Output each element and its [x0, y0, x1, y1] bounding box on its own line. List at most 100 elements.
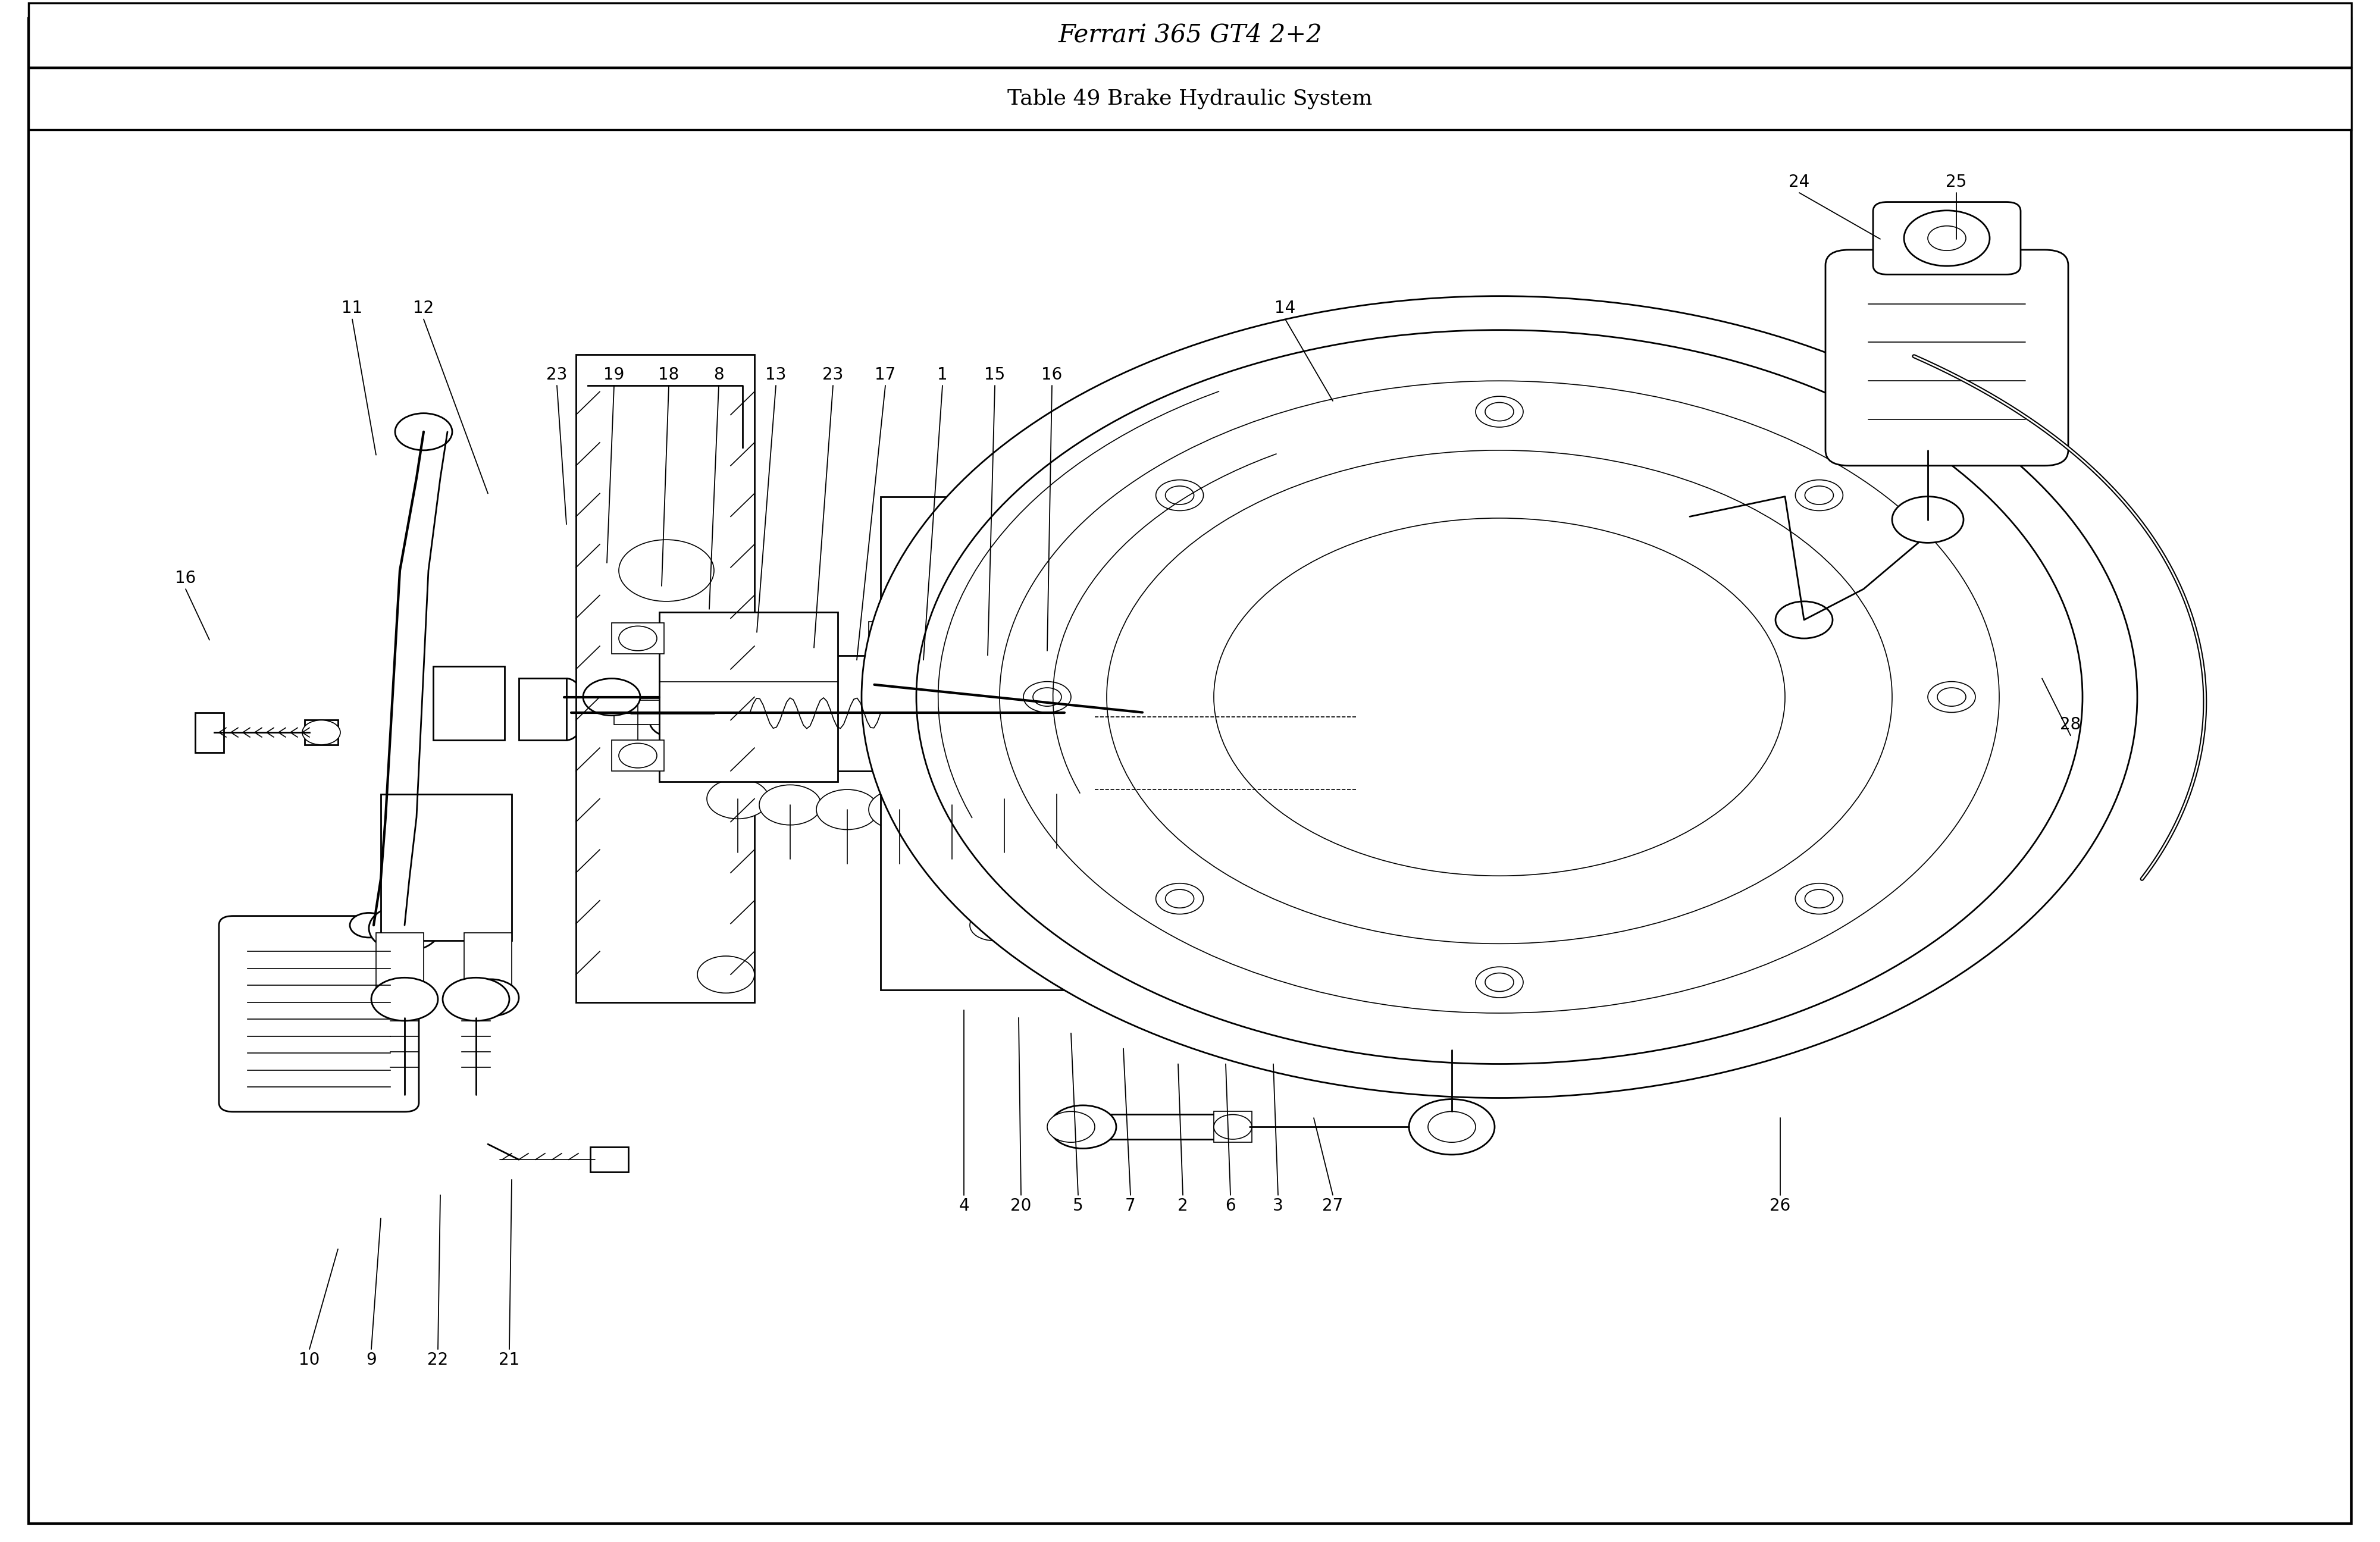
Bar: [659, 612, 838, 782]
Circle shape: [1485, 402, 1514, 421]
Text: Table 49 Brake Hydraulic System: Table 49 Brake Hydraulic System: [1007, 88, 1373, 109]
Circle shape: [869, 790, 931, 830]
Circle shape: [816, 790, 878, 830]
Circle shape: [1409, 1099, 1495, 1155]
Bar: [29, 68, 2351, 130]
Text: 24: 24: [1790, 174, 1809, 190]
Circle shape: [921, 785, 983, 825]
Text: 15: 15: [985, 367, 1004, 382]
Ellipse shape: [916, 330, 2082, 1064]
Text: 26: 26: [1771, 1198, 1790, 1214]
Circle shape: [462, 979, 519, 1016]
Circle shape: [971, 910, 1019, 941]
FancyBboxPatch shape: [1873, 202, 2021, 274]
Bar: [519, 678, 566, 740]
Bar: [433, 666, 505, 740]
Circle shape: [1795, 884, 1842, 914]
Circle shape: [1166, 486, 1195, 504]
Circle shape: [1033, 688, 1061, 706]
Text: 20: 20: [1012, 1198, 1031, 1214]
Bar: [1083, 1115, 1238, 1140]
Circle shape: [1023, 682, 1071, 712]
Bar: [376, 933, 424, 1002]
Bar: [638, 700, 671, 725]
Circle shape: [1047, 1112, 1095, 1143]
Ellipse shape: [1000, 381, 1999, 1013]
Circle shape: [1157, 480, 1204, 510]
Ellipse shape: [1107, 450, 1892, 944]
Circle shape: [707, 779, 769, 819]
Circle shape: [1157, 884, 1204, 914]
Bar: [576, 355, 754, 1002]
Text: 7: 7: [1126, 1198, 1135, 1214]
Circle shape: [876, 629, 904, 648]
Circle shape: [619, 540, 714, 601]
Text: 18: 18: [659, 367, 678, 382]
Circle shape: [1428, 1112, 1476, 1143]
Circle shape: [1775, 601, 1833, 638]
Circle shape: [1050, 1106, 1116, 1149]
Circle shape: [983, 629, 1012, 648]
Circle shape: [1214, 1115, 1252, 1140]
Circle shape: [971, 663, 1019, 694]
Circle shape: [619, 626, 657, 651]
Text: 6: 6: [1226, 1198, 1235, 1214]
Bar: [612, 623, 664, 654]
Circle shape: [1026, 774, 1088, 814]
Circle shape: [1476, 967, 1523, 998]
Circle shape: [1928, 227, 1966, 250]
Circle shape: [1804, 486, 1833, 504]
Bar: [638, 699, 709, 745]
FancyBboxPatch shape: [219, 916, 419, 1112]
Circle shape: [443, 978, 509, 1021]
FancyBboxPatch shape: [1825, 250, 2068, 466]
Text: 23: 23: [547, 367, 566, 382]
Bar: [612, 740, 664, 771]
Text: 19: 19: [605, 367, 624, 382]
Circle shape: [1476, 396, 1523, 427]
Text: 28: 28: [2061, 717, 2080, 732]
Bar: [881, 497, 1107, 990]
Circle shape: [619, 743, 657, 768]
Bar: [774, 621, 816, 655]
Text: 2: 2: [1178, 1198, 1188, 1214]
Bar: [976, 621, 1019, 655]
Text: 9: 9: [367, 1352, 376, 1368]
Circle shape: [1928, 682, 1975, 712]
Text: 17: 17: [876, 367, 895, 382]
Bar: [464, 933, 512, 1002]
Text: 25: 25: [1947, 174, 1966, 190]
Circle shape: [650, 706, 697, 737]
Circle shape: [302, 720, 340, 745]
Text: 10: 10: [300, 1352, 319, 1368]
Circle shape: [1795, 480, 1842, 510]
Text: 5: 5: [1073, 1198, 1083, 1214]
Text: 12: 12: [414, 301, 433, 316]
Circle shape: [1937, 688, 1966, 706]
Bar: [590, 1147, 628, 1172]
Text: 13: 13: [766, 367, 785, 382]
Circle shape: [1892, 497, 1963, 543]
Circle shape: [697, 956, 754, 993]
Bar: [614, 700, 647, 725]
Bar: [869, 621, 912, 655]
Circle shape: [1485, 973, 1514, 992]
Circle shape: [1804, 890, 1833, 908]
Text: Ferrari 365 GT4 2+2: Ferrari 365 GT4 2+2: [1059, 23, 1321, 48]
Bar: [29, 3, 2351, 66]
Text: 14: 14: [1276, 301, 1295, 316]
Text: 3: 3: [1273, 1198, 1283, 1214]
Ellipse shape: [1214, 518, 1785, 876]
Circle shape: [350, 913, 388, 938]
Circle shape: [395, 413, 452, 450]
Circle shape: [781, 629, 809, 648]
Text: 11: 11: [343, 301, 362, 316]
Circle shape: [371, 978, 438, 1021]
Circle shape: [759, 785, 821, 825]
Text: 22: 22: [428, 1352, 447, 1368]
Bar: [305, 720, 338, 745]
Circle shape: [1904, 211, 1990, 265]
Text: 8: 8: [714, 367, 724, 382]
Text: 23: 23: [823, 367, 843, 382]
Bar: [1083, 678, 1142, 748]
